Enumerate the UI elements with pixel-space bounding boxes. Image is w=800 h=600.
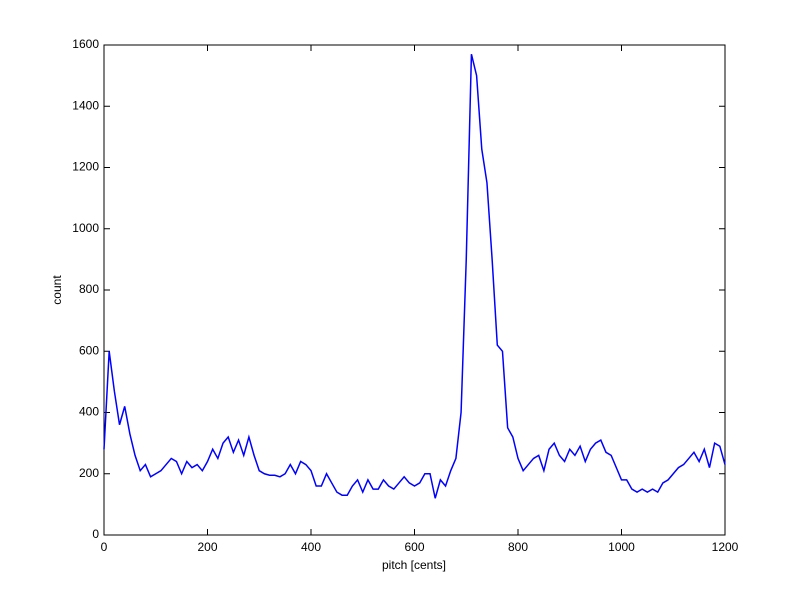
x-tick-label: 600 [404, 540, 424, 554]
line [103, 54, 726, 499]
x-tick-label: 800 [508, 540, 528, 554]
x-tick-label: 1200 [712, 540, 739, 554]
plot-area [103, 44, 726, 536]
x-axis-label: pitch [cents] [382, 558, 446, 572]
x-tick-label: 1000 [608, 540, 635, 554]
y-tick-label: 200 [79, 466, 99, 480]
y-tick-label: 1600 [72, 37, 99, 51]
y-tick-label: 1200 [72, 160, 99, 174]
x-tick-label: 0 [101, 540, 108, 554]
y-tick-label: 600 [79, 343, 99, 357]
y-tick-label: 400 [79, 405, 99, 419]
y-tick-label: 800 [79, 282, 99, 296]
y-tick-label: 1400 [72, 98, 99, 112]
x-tick-label: 400 [301, 540, 321, 554]
y-tick-label: 1000 [72, 221, 99, 235]
y-axis-label: count [50, 275, 64, 305]
y-tick-label: 0 [92, 527, 99, 541]
x-tick-label: 200 [197, 540, 217, 554]
